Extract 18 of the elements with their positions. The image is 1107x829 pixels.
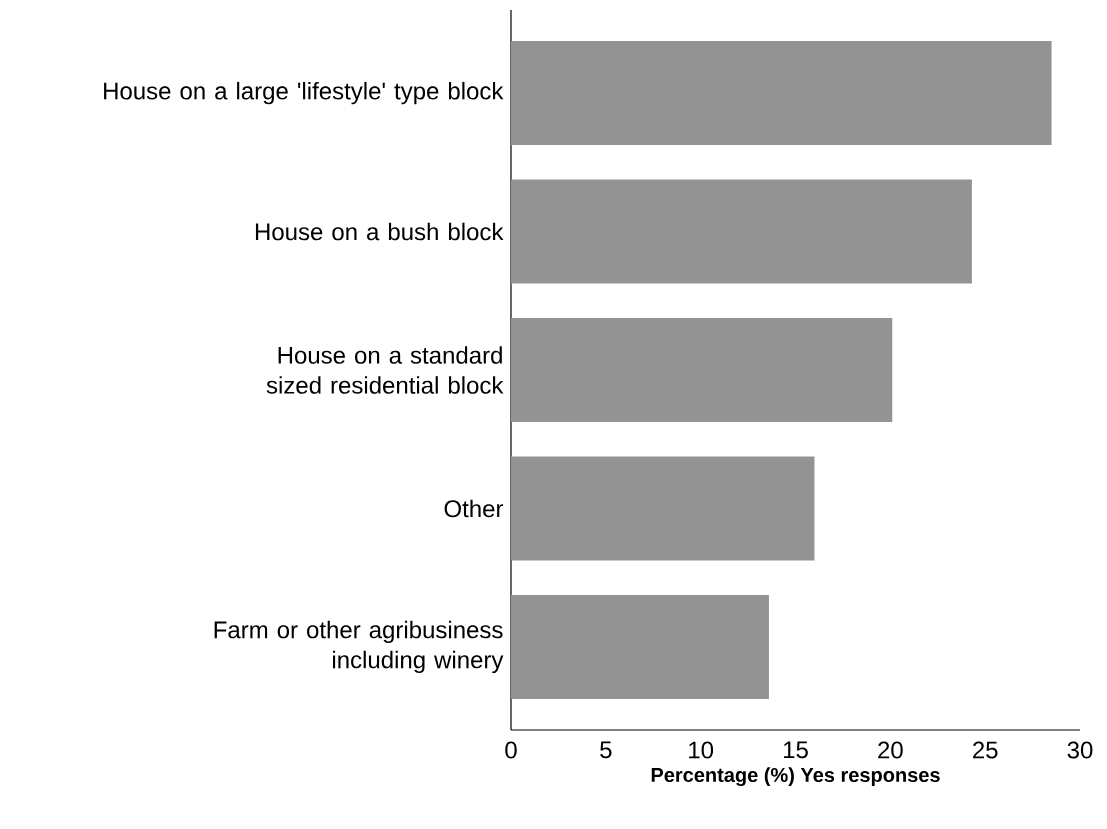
x-tick-label: 25 <box>973 741 998 759</box>
y-tick-label: House on a standard sized residential block <box>266 346 504 394</box>
y-tick-label: House on a large 'lifestyle' type block <box>104 81 504 105</box>
x-tick-label: 5 <box>600 741 612 759</box>
bar <box>511 456 815 561</box>
x-tick-label: 15 <box>783 741 808 759</box>
y-tick-label: House on a bush block <box>255 222 504 241</box>
bar <box>511 179 972 284</box>
y-tick-label: Other <box>444 499 504 518</box>
bar <box>511 594 769 699</box>
bar <box>511 41 1052 146</box>
x-tick-label: 10 <box>689 741 714 759</box>
x-tick-label: 20 <box>878 741 903 759</box>
x-axis-title: Percentage (%) Yes responses <box>651 767 940 787</box>
x-tick-label: 30 <box>1067 741 1093 759</box>
bar <box>511 318 893 423</box>
y-tick-label: Farm or other agribusiness including winery <box>214 620 504 674</box>
x-tick-label: 0 <box>505 741 517 759</box>
